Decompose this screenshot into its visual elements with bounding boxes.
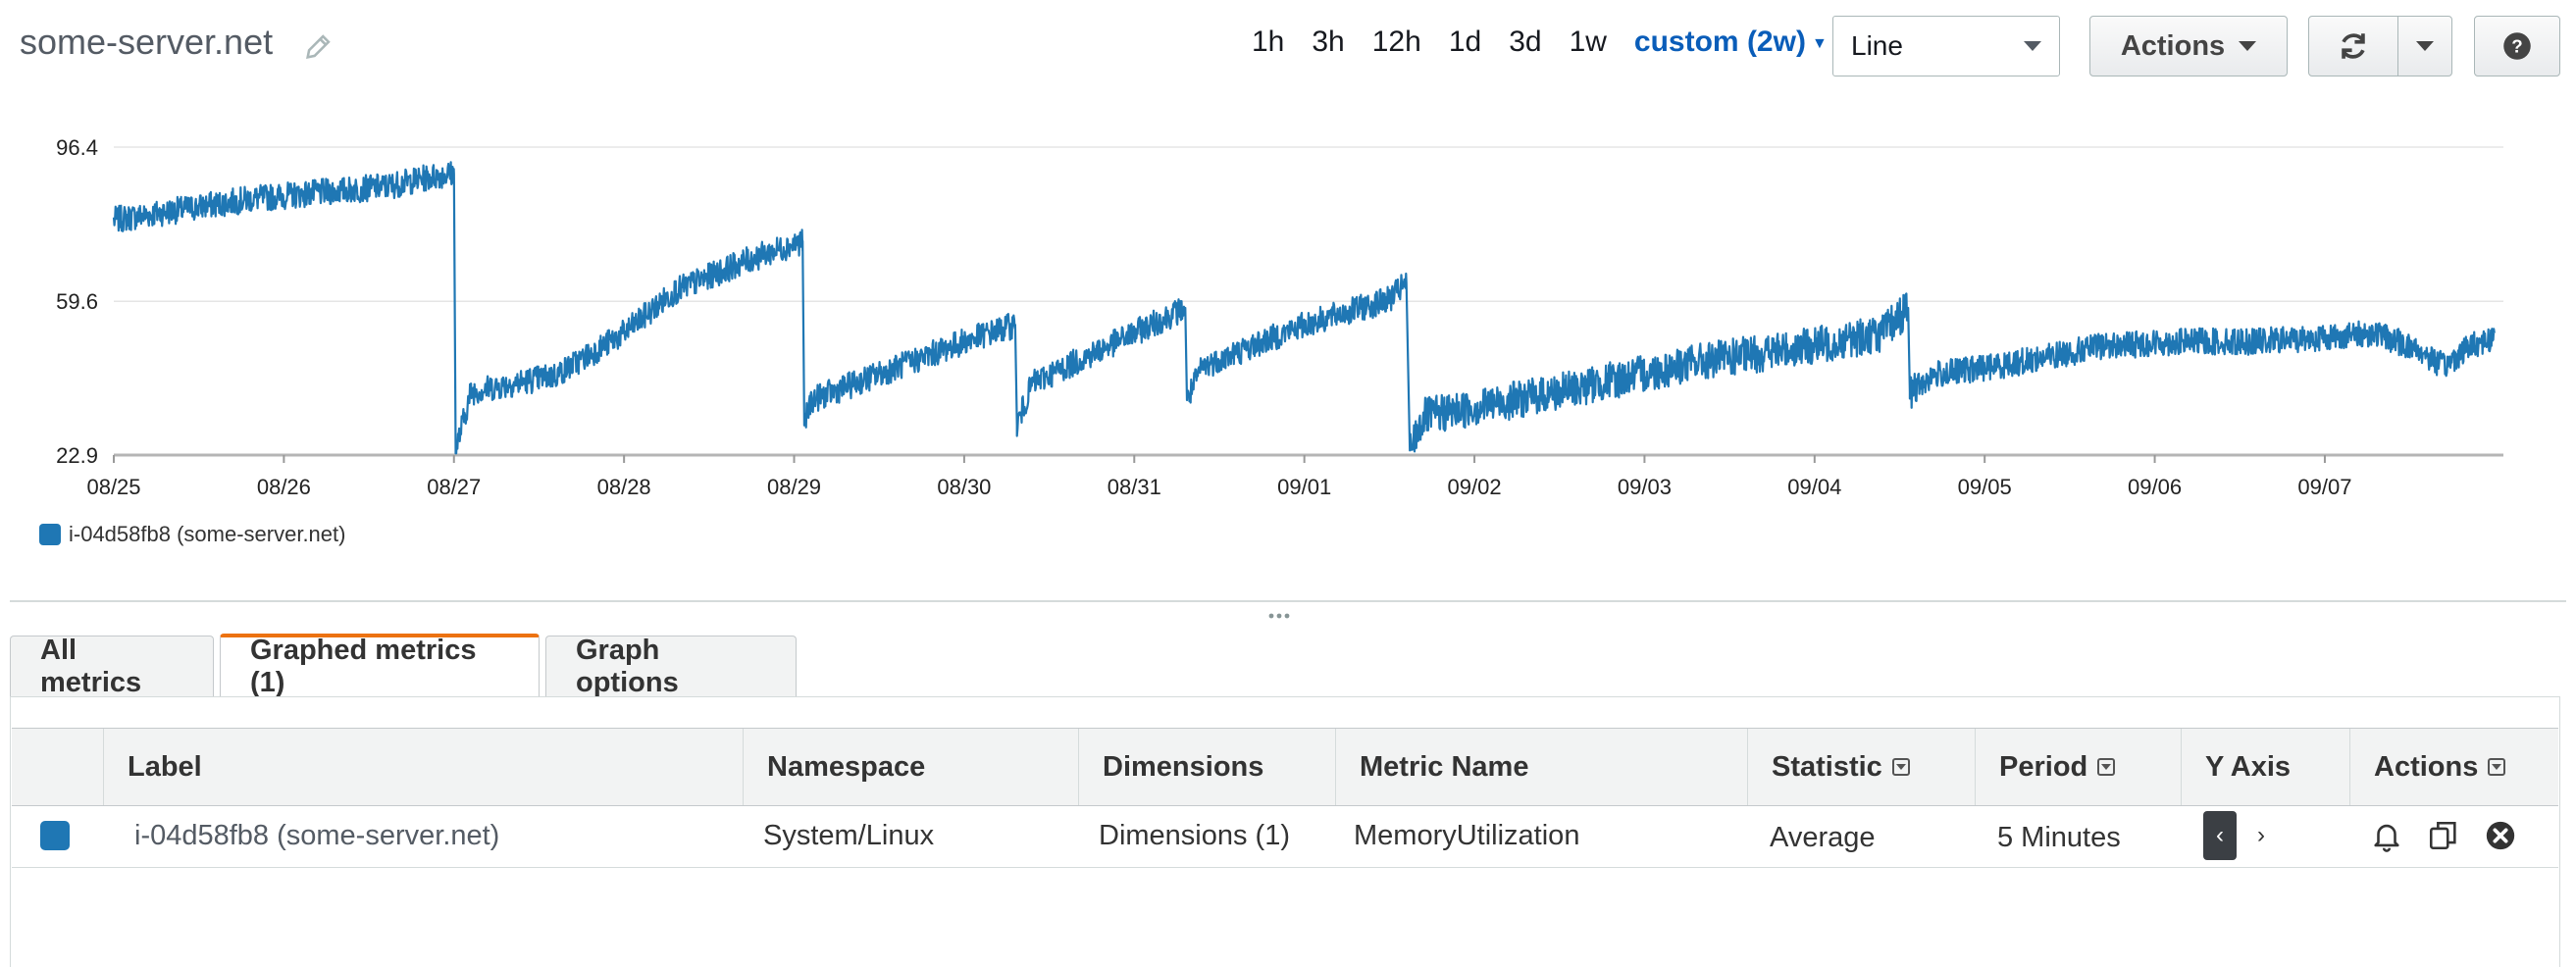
range-1d[interactable]: 1d	[1448, 25, 1482, 58]
row-metric-name: MemoryUtilization	[1354, 819, 1580, 851]
row-label[interactable]: i-04d58fb8 (some-server.net)	[134, 819, 500, 851]
chevron-down-icon[interactable]: ▼	[1811, 35, 1828, 52]
x-tick-label: 09/02	[1448, 475, 1502, 499]
y-axis: 22.9 59.6 96.4	[56, 135, 98, 468]
row-period[interactable]: 5 Minutes	[1997, 821, 2121, 853]
row-namespace: System/Linux	[763, 819, 935, 851]
tab-all-metrics[interactable]: All metrics	[10, 635, 214, 698]
edit-pencil-icon[interactable]	[302, 29, 335, 63]
x-tick-label: 08/30	[937, 475, 991, 499]
refresh-icon	[2342, 33, 2365, 59]
sort-dropdown-icon[interactable]	[1891, 758, 1910, 776]
dropdown-arrow-icon	[2024, 41, 2041, 51]
graph-type-select[interactable]: Line	[1832, 16, 2060, 76]
tab-graph-options[interactable]: Graph options	[545, 635, 797, 698]
header-actions[interactable]: Actions	[2349, 729, 2558, 805]
row-actions	[2370, 804, 2517, 867]
x-tick-label: 08/27	[427, 475, 481, 499]
sort-dropdown-icon[interactable]	[2488, 758, 2506, 776]
metrics-line-chart: 22.959.696.4 08/25 08/26 08/27 08/28 08/29 08…	[56, 135, 2503, 499]
help-icon: ?	[2503, 32, 2531, 60]
header-dimensions: Dimensions	[1078, 729, 1335, 805]
row-y-axis-toggle: ‹ ›	[2203, 804, 2278, 867]
row-color-cell[interactable]	[40, 804, 70, 867]
x-tick-label: 08/29	[767, 475, 821, 499]
svg-text:?: ?	[2511, 35, 2522, 56]
x-tick-label: 09/04	[1787, 475, 1841, 499]
refresh-options-button[interactable]	[2397, 16, 2452, 76]
remove-circle-icon[interactable]	[2484, 819, 2517, 852]
header-label: Label	[103, 729, 743, 805]
x-tick-label: 08/25	[86, 475, 140, 499]
chart-grid	[114, 146, 2503, 457]
x-tick-label: 08/28	[597, 475, 651, 499]
header-metric-name: Metric Name	[1335, 729, 1747, 805]
series-line-memory-utilization	[112, 161, 2496, 455]
legend-label: i-04d58fb8 (some-server.net)	[69, 522, 346, 546]
y-tick-label: 96.4	[56, 135, 98, 160]
x-tick-label: 09/06	[2128, 475, 2182, 499]
y-tick-label: 22.9	[56, 443, 98, 468]
range-12h[interactable]: 12h	[1371, 25, 1421, 58]
x-tick-label: 08/26	[257, 475, 311, 499]
row-dimensions[interactable]: Dimensions (1)	[1099, 819, 1290, 851]
page-title: some-server.net	[20, 22, 274, 62]
x-tick-label: 09/01	[1277, 475, 1331, 499]
time-range-selector: 1h 3h 12h 1d 3d 1w custom (2w) ▼	[1238, 25, 1828, 63]
x-tick-label: 08/31	[1108, 475, 1161, 499]
table-row: i-04d58fb8 (some-server.net) System/Linu…	[12, 804, 2558, 868]
x-tick-label: 09/07	[2297, 475, 2351, 499]
y-axis-left-button[interactable]: ‹	[2203, 811, 2237, 860]
range-1w[interactable]: 1w	[1569, 25, 1607, 58]
x-tick-label: 09/03	[1618, 475, 1672, 499]
metrics-tabs: All metrics Graphed metrics (1) Graph op…	[10, 634, 797, 698]
header-namespace: Namespace	[743, 729, 1078, 805]
series-color-swatch[interactable]	[40, 821, 70, 850]
panel-divider	[10, 600, 2566, 602]
dropdown-arrow-icon	[2239, 41, 2257, 51]
resize-handle-icon[interactable]	[1267, 610, 1291, 622]
chart-series	[112, 161, 2496, 455]
y-tick-label: 59.6	[56, 289, 98, 314]
row-statistic[interactable]: Average	[1770, 821, 1876, 853]
graph-type-value: Line	[1851, 30, 1903, 61]
sort-dropdown-icon[interactable]	[2097, 758, 2116, 776]
refresh-button[interactable]	[2308, 16, 2398, 76]
dropdown-arrow-icon	[2416, 41, 2434, 51]
range-1h[interactable]: 1h	[1252, 25, 1285, 58]
range-3h[interactable]: 3h	[1312, 25, 1345, 58]
tab-graphed-metrics[interactable]: Graphed metrics (1)	[220, 634, 540, 698]
x-axis: 08/25 08/26 08/27 08/28 08/29 08/30 08/31 09/01…	[86, 455, 2351, 499]
legend-swatch	[39, 524, 61, 545]
chart-legend[interactable]: i-04d58fb8 (some-server.net)	[39, 522, 345, 547]
actions-button[interactable]: Actions	[2089, 16, 2288, 76]
range-custom[interactable]: custom (2w)	[1633, 25, 1806, 58]
header-period[interactable]: Period	[1975, 729, 2181, 805]
range-3d[interactable]: 3d	[1509, 25, 1542, 58]
duplicate-icon[interactable]	[2427, 819, 2460, 852]
help-button[interactable]: ?	[2474, 16, 2560, 76]
actions-button-label: Actions	[2120, 29, 2226, 62]
header-statistic[interactable]: Statistic	[1747, 729, 1975, 805]
x-tick-label: 09/05	[1958, 475, 2012, 499]
header-color-column	[12, 729, 103, 805]
y-axis-right-button[interactable]: ›	[2257, 822, 2265, 848]
header-y-axis: Y Axis	[2181, 729, 2349, 805]
bell-alarm-icon[interactable]	[2370, 819, 2403, 852]
table-header: Label Namespace Dimensions Metric Name S…	[12, 728, 2558, 806]
